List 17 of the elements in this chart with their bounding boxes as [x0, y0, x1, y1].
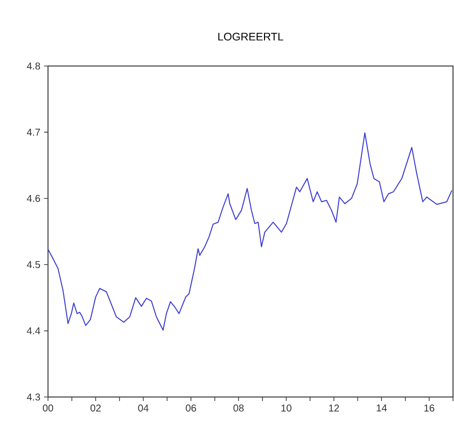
x-tick-label: 02: [90, 404, 101, 412]
x-tick-label: 06: [186, 404, 196, 412]
x-tick-label: 12: [329, 404, 339, 412]
x-tick-label: 04: [138, 404, 149, 412]
x-tick-label: 16: [424, 404, 434, 412]
x-tick-label: 00: [42, 404, 54, 412]
y-tick-label: 4.8: [26, 62, 40, 70]
y-tick-label: 4.4: [26, 327, 40, 334]
x-tick-label: 10: [281, 404, 292, 412]
y-tick-label: 4.5: [26, 261, 40, 268]
x-tick-label: 14: [376, 404, 387, 412]
line-series: [48, 132, 452, 331]
y-tick-label: 4.7: [26, 128, 40, 136]
y-tick-label: 4.6: [26, 194, 40, 202]
x-tick-label: 08: [233, 404, 244, 412]
chart-title: LOGREERTL: [218, 32, 284, 41]
y-tick-label: 4.3: [26, 393, 40, 401]
